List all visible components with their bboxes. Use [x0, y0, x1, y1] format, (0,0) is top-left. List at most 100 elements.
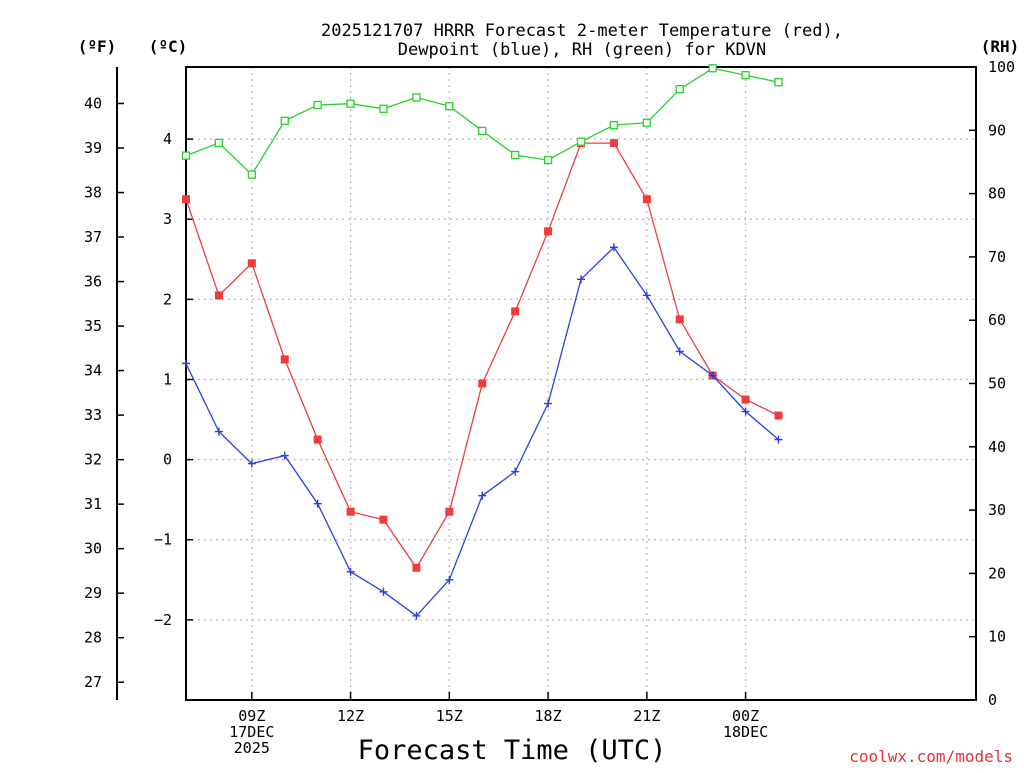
data-series [181, 64, 783, 620]
x-tick-label: 15Z [436, 707, 463, 725]
temperature-point [675, 315, 684, 324]
x-tick-label: 00Z [732, 707, 759, 725]
rh-tick-label: 50 [988, 375, 1006, 393]
temperature-point [346, 507, 355, 516]
rh-point [214, 138, 224, 148]
temperature-point [247, 259, 256, 268]
dewpoint-point [577, 275, 585, 284]
fahrenheit-tick-label: 38 [84, 184, 102, 202]
rh-tick-label: 100 [988, 58, 1015, 76]
plot-frame [185, 66, 977, 701]
rh-tick-label: 30 [988, 501, 1006, 519]
rh-point [280, 116, 289, 125]
celsius-unit-label: (ºC) [149, 37, 188, 56]
fahrenheit-tick-label: 34 [84, 362, 102, 380]
rh-point [576, 137, 586, 146]
dewpoint-point [609, 243, 618, 252]
temperature-line [185, 142, 779, 570]
rh-point [445, 102, 454, 111]
rh-point [478, 126, 487, 136]
dewpoint-point [511, 467, 520, 476]
rh-tick-label: 40 [988, 438, 1006, 456]
celsius-tick-label: −1 [154, 531, 172, 549]
fahrenheit-tick-label: 33 [84, 406, 102, 424]
fahrenheit-tick-label: 29 [84, 584, 102, 602]
temperature-point [642, 195, 651, 204]
fahrenheit-tick-label: 37 [84, 228, 102, 246]
dewpoint-point [379, 587, 388, 596]
rh-point [346, 99, 355, 108]
dewpoint-point [445, 575, 454, 584]
temperature-point [182, 195, 190, 204]
rh-line [185, 67, 779, 176]
x-tick-label: 18Z [535, 707, 562, 725]
fahrenheit-tick-label: 32 [84, 451, 102, 469]
rh-point [609, 121, 619, 130]
temperature-point [214, 291, 223, 300]
dewpoint-point [642, 291, 651, 300]
dewpoint-point [182, 359, 190, 368]
x-tick-label: 17DEC [229, 723, 274, 741]
dewpoint-point [708, 371, 717, 380]
dewpoint-point [675, 347, 684, 356]
rh-point [379, 104, 388, 113]
rh-tick-label: 10 [988, 628, 1006, 646]
dewpoint-point [346, 567, 355, 576]
fahrenheit-tick-label: 39 [84, 139, 102, 157]
celsius-tick-label: 1 [163, 370, 172, 388]
x-tick-label: 12Z [337, 707, 364, 725]
rh-point [675, 85, 684, 94]
credit-text: coolwx.com/models [849, 747, 1013, 766]
fahrenheit-tick-label: 30 [84, 540, 102, 558]
x-tick-label: 21Z [633, 707, 660, 725]
rh-point [511, 150, 520, 160]
x-axis-title: Forecast Time (UTC) [358, 735, 667, 766]
temperature-point [313, 435, 322, 444]
fahrenheit-tick-label: 31 [84, 495, 102, 513]
celsius-tick-label: −2 [154, 611, 172, 629]
fahrenheit-unit-label: (ºF) [78, 37, 117, 56]
rh-point [412, 93, 421, 102]
fahrenheit-tick-label: 35 [84, 317, 102, 335]
rh-point [543, 155, 553, 165]
temperature-point [741, 395, 750, 404]
rh-point [247, 170, 256, 179]
dewpoint-point [313, 499, 322, 508]
temperature-point [445, 507, 454, 516]
fahrenheit-tick-label: 27 [84, 673, 102, 691]
temperature-point [379, 515, 388, 524]
celsius-tick-label: 2 [163, 290, 172, 308]
dewpoint-point [741, 407, 750, 416]
rh-tick-label: 0 [988, 691, 997, 709]
rh-tick-label: 70 [988, 248, 1006, 266]
x-tick-label: 18DEC [723, 723, 768, 741]
temperature-point [511, 307, 520, 316]
rh-point [642, 118, 651, 127]
fahrenheit-tick-label: 28 [84, 629, 102, 647]
celsius-tick-label: 4 [163, 130, 172, 148]
celsius-tick-label: 0 [163, 451, 172, 469]
rh-point [741, 71, 750, 80]
temperature-point [544, 227, 553, 236]
dewpoint-point [544, 399, 553, 408]
rh-tick-label: 80 [988, 185, 1006, 203]
rh-point [708, 64, 717, 73]
rh-point [774, 78, 783, 87]
rh-unit-label: (RH) [981, 37, 1020, 56]
dewpoint-point [247, 459, 256, 468]
x-tick-label: 09Z [238, 707, 265, 725]
temperature-point [478, 379, 487, 388]
rh-point [313, 100, 322, 110]
dewpoint-point [774, 435, 783, 444]
dewpoint-point [412, 611, 421, 620]
dewpoint-point [478, 491, 487, 500]
rh-tick-label: 60 [988, 311, 1006, 329]
rh-tick-label: 20 [988, 564, 1006, 582]
grid-lines [186, 67, 976, 700]
temperature-point [412, 563, 421, 572]
chart-title-line-2: Dewpoint (blue), RH (green) for KDVN [398, 40, 766, 60]
fahrenheit-tick-label: 40 [84, 95, 102, 113]
celsius-tick-label: 3 [163, 210, 172, 228]
